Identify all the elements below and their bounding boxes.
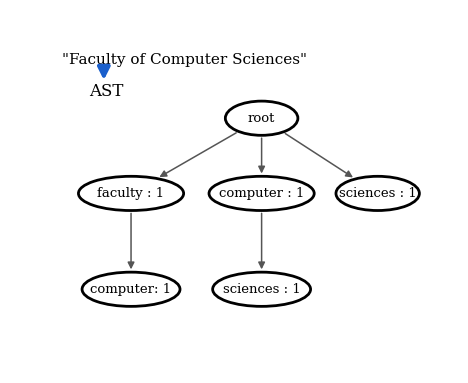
Ellipse shape — [212, 272, 311, 306]
Text: sciences : 1: sciences : 1 — [339, 187, 417, 200]
Text: AST: AST — [89, 83, 124, 100]
Text: root: root — [248, 112, 275, 125]
Text: computer : 1: computer : 1 — [219, 187, 304, 200]
Ellipse shape — [209, 176, 314, 211]
Ellipse shape — [226, 101, 298, 135]
Text: computer: 1: computer: 1 — [90, 283, 172, 296]
Ellipse shape — [79, 176, 183, 211]
Text: faculty : 1: faculty : 1 — [97, 187, 165, 200]
Text: "Faculty of Computer Sciences": "Faculty of Computer Sciences" — [62, 53, 307, 67]
Text: sciences : 1: sciences : 1 — [223, 283, 300, 296]
Ellipse shape — [82, 272, 180, 306]
Ellipse shape — [336, 176, 419, 211]
